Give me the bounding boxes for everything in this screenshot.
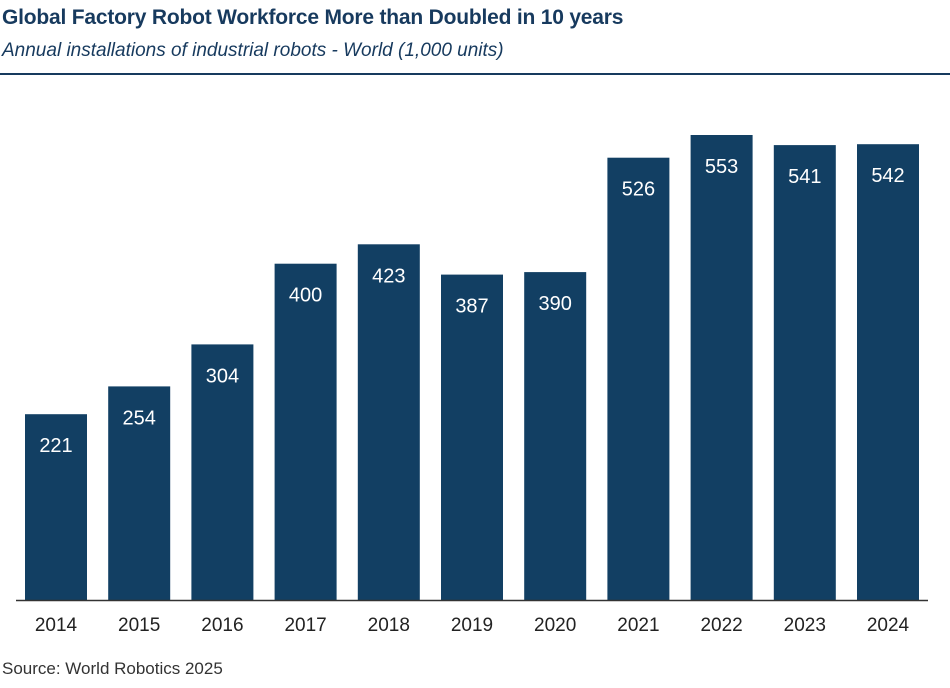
bar-value-label-2017: 400 [289, 285, 322, 307]
bar-2024 [857, 144, 919, 600]
bar-2015 [108, 386, 171, 600]
x-tick-label-2018: 2018 [368, 615, 410, 636]
bar-2016 [191, 344, 254, 600]
bar-2018 [357, 244, 420, 601]
x-tick-label-2016: 2016 [201, 615, 243, 636]
x-tick-label-2022: 2022 [700, 615, 742, 636]
bar-2022 [690, 135, 753, 600]
x-tick-label-2017: 2017 [284, 615, 326, 636]
bar-value-label-2024: 542 [871, 165, 904, 187]
bar-2014 [25, 414, 87, 600]
bar-value-label-2015: 254 [123, 407, 156, 429]
bar-2021 [607, 157, 670, 600]
x-tick-label-2020: 2020 [534, 615, 576, 636]
bar-value-label-2018: 423 [372, 265, 405, 287]
bar-value-label-2016: 304 [206, 365, 239, 387]
bar-value-label-2019: 387 [455, 296, 488, 318]
bar-value-label-2014: 221 [39, 435, 72, 457]
bar-2019 [441, 274, 503, 600]
x-tick-label-2024: 2024 [867, 615, 910, 636]
chart-title: Global Factory Robot Workforce More than… [2, 6, 624, 29]
bar-value-label-2021: 526 [622, 179, 655, 201]
title-divider [0, 73, 950, 75]
bar-2017 [274, 263, 337, 600]
chart-subtitle: Annual installations of industrial robot… [2, 40, 504, 61]
x-tick-label-2021: 2021 [617, 615, 659, 636]
x-tick-label-2015: 2015 [118, 615, 160, 636]
x-tick-label-2023: 2023 [784, 615, 826, 636]
bar-2020 [524, 272, 587, 600]
bar-value-label-2020: 390 [539, 293, 572, 315]
bar-2023 [773, 145, 836, 600]
x-tick-label-2019: 2019 [451, 615, 493, 636]
bar-value-label-2022: 553 [705, 156, 738, 178]
x-tick-label-2014: 2014 [35, 615, 78, 636]
bar-value-label-2023: 541 [788, 166, 821, 188]
source-note: Source: World Robotics 2025 [2, 659, 223, 678]
